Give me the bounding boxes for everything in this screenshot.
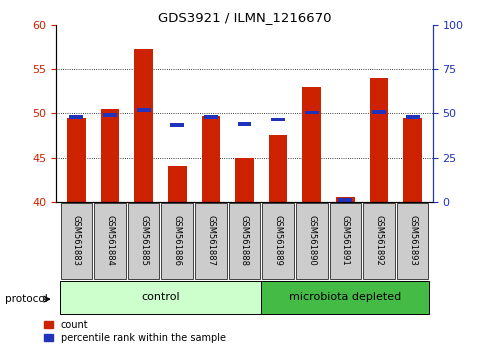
FancyBboxPatch shape: [261, 281, 428, 314]
Bar: [268, 135, 287, 202]
Bar: [168, 166, 186, 202]
FancyBboxPatch shape: [396, 202, 427, 279]
Text: microbiota depleted: microbiota depleted: [288, 292, 401, 302]
Text: GSM561890: GSM561890: [306, 215, 316, 266]
Legend: count, percentile rank within the sample: count, percentile rank within the sample: [44, 320, 225, 343]
Bar: [134, 48, 153, 202]
FancyBboxPatch shape: [195, 202, 226, 279]
FancyBboxPatch shape: [363, 202, 394, 279]
Bar: [235, 158, 253, 202]
Bar: [101, 109, 119, 202]
FancyBboxPatch shape: [60, 281, 261, 314]
Bar: [137, 108, 150, 112]
Text: protocol: protocol: [5, 294, 47, 304]
Text: GSM561886: GSM561886: [172, 215, 182, 266]
Text: GSM561884: GSM561884: [105, 215, 114, 266]
Bar: [369, 78, 387, 202]
Text: GSM561888: GSM561888: [240, 215, 248, 266]
Bar: [371, 110, 385, 114]
FancyBboxPatch shape: [94, 202, 125, 279]
FancyBboxPatch shape: [295, 202, 327, 279]
Bar: [403, 118, 421, 202]
FancyBboxPatch shape: [161, 202, 193, 279]
FancyBboxPatch shape: [61, 202, 92, 279]
Text: GSM561885: GSM561885: [139, 215, 148, 266]
Text: GSM561892: GSM561892: [374, 215, 383, 266]
Bar: [67, 118, 85, 202]
Text: GSM561893: GSM561893: [407, 215, 416, 266]
Bar: [338, 198, 351, 202]
Bar: [201, 116, 220, 202]
Text: control: control: [141, 292, 180, 302]
Bar: [302, 87, 320, 202]
Bar: [304, 110, 318, 114]
FancyBboxPatch shape: [127, 202, 159, 279]
FancyBboxPatch shape: [329, 202, 361, 279]
Bar: [237, 122, 251, 126]
Text: GSM561883: GSM561883: [72, 215, 81, 266]
FancyBboxPatch shape: [228, 202, 260, 279]
Bar: [103, 113, 117, 117]
Bar: [69, 115, 83, 119]
Text: GSM561889: GSM561889: [273, 215, 282, 266]
Text: GSM561887: GSM561887: [206, 215, 215, 266]
Title: GDS3921 / ILMN_1216670: GDS3921 / ILMN_1216670: [158, 11, 330, 24]
Bar: [271, 118, 285, 121]
Text: GSM561891: GSM561891: [340, 215, 349, 266]
Bar: [203, 115, 217, 119]
Bar: [405, 115, 419, 119]
Bar: [170, 123, 184, 126]
FancyBboxPatch shape: [262, 202, 293, 279]
Bar: [335, 197, 354, 202]
